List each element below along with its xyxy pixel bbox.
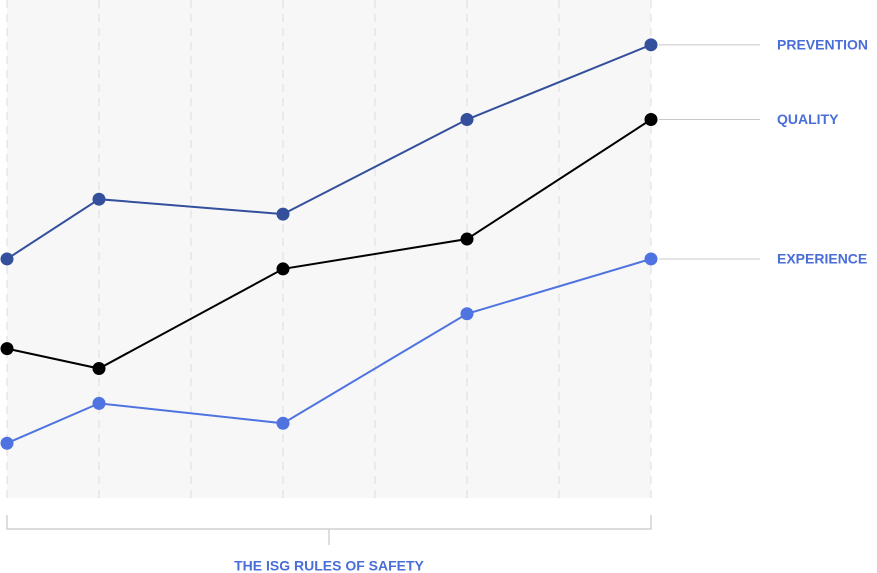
data-point: [276, 416, 290, 430]
data-point: [460, 232, 474, 246]
data-point: [644, 113, 658, 127]
legend-label: EXPERIENCE: [777, 251, 867, 267]
data-point: [0, 252, 14, 266]
data-point: [92, 396, 106, 410]
legend-label: QUALITY: [777, 111, 839, 127]
data-point: [460, 307, 474, 321]
data-point: [92, 192, 106, 206]
data-point: [644, 38, 658, 52]
bracket-line: [6, 515, 652, 530]
data-point: [0, 436, 14, 450]
data-point: [0, 342, 14, 356]
x-bracket: [6, 515, 652, 545]
data-point: [276, 207, 290, 221]
legend-label: PREVENTION: [777, 37, 868, 53]
data-point: [92, 362, 106, 376]
data-point: [276, 262, 290, 276]
data-point: [460, 113, 474, 127]
data-point: [644, 252, 658, 266]
plot-background: [7, 0, 651, 498]
x-axis-label: THE ISG RULES OF SAFETY: [234, 558, 424, 573]
